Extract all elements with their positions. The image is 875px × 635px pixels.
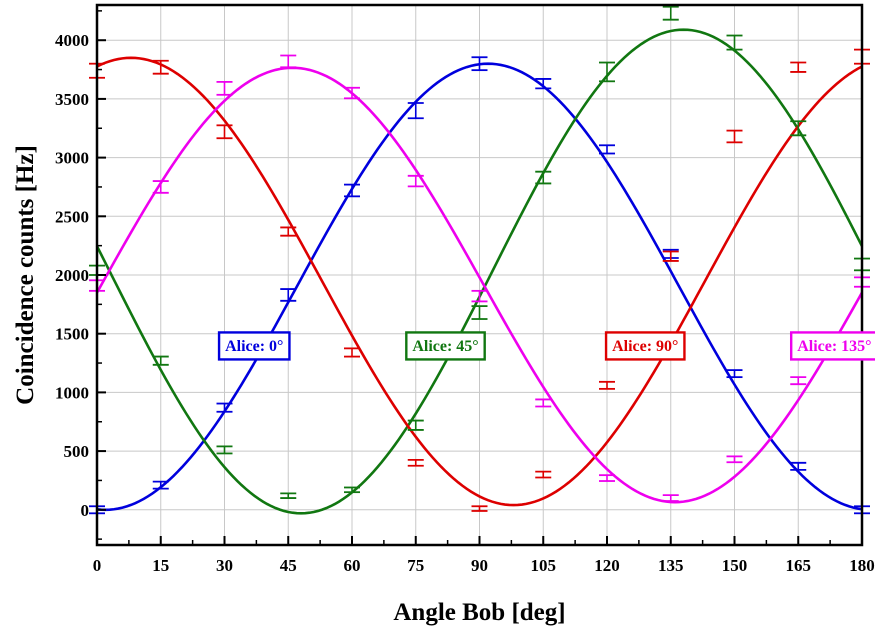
y-tick-label: 2000 <box>55 266 89 285</box>
error-bar <box>471 289 488 303</box>
y-tick-label: 3500 <box>55 90 89 109</box>
error-bar <box>407 419 424 431</box>
error-bar <box>344 486 360 494</box>
error-bar <box>152 180 169 194</box>
error-bar <box>599 144 615 155</box>
error-bar <box>535 78 552 90</box>
error-bar <box>471 305 488 320</box>
error-bar <box>407 174 424 188</box>
series-label: Alice: 0° <box>217 331 291 361</box>
x-tick-label: 150 <box>722 556 748 575</box>
x-tick-label: 165 <box>786 556 812 575</box>
x-tick-label: 135 <box>658 556 684 575</box>
error-bar <box>152 355 169 366</box>
x-tick-label: 180 <box>849 556 875 575</box>
fit-curve <box>96 56 863 507</box>
error-bar <box>280 288 297 302</box>
error-bar <box>216 80 233 96</box>
series-label-box <box>604 331 686 361</box>
y-tick-label: 2500 <box>55 207 89 226</box>
y-tick-label: 1500 <box>55 325 89 344</box>
y-tick-label: 3000 <box>55 149 89 168</box>
x-tick-label: 0 <box>93 556 102 575</box>
error-bar <box>726 369 743 379</box>
error-bar <box>407 458 424 467</box>
error-bar <box>790 120 807 137</box>
y-tick-label: 500 <box>64 442 90 461</box>
error-bar <box>280 54 297 69</box>
error-bar <box>535 470 552 479</box>
error-bar <box>726 34 743 51</box>
error-bar <box>535 398 552 408</box>
error-bar <box>407 102 424 120</box>
error-bar <box>216 124 233 140</box>
x-tick-label: 75 <box>407 556 424 575</box>
error-bar <box>152 59 169 75</box>
error-bar <box>662 250 679 262</box>
error-bar <box>344 183 360 198</box>
error-bar <box>280 492 297 499</box>
series-label-text: Alice: 90° <box>612 338 678 355</box>
y-tick-label: 0 <box>81 501 90 520</box>
error-bar <box>471 505 488 512</box>
error-bar <box>152 480 169 490</box>
x-tick-label: 90 <box>471 556 488 575</box>
x-tick-label: 30 <box>216 556 233 575</box>
error-bar <box>344 86 360 100</box>
y-tick-label: 4000 <box>55 31 89 50</box>
x-axis-title: Angle Bob [deg] <box>393 599 565 626</box>
error-bar <box>471 56 488 72</box>
error-bar <box>662 5 679 21</box>
series-label-text: Alice: 45° <box>412 338 478 355</box>
error-bar <box>216 445 233 455</box>
error-bar <box>790 376 807 386</box>
error-bar <box>280 226 297 237</box>
error-bar <box>535 170 552 185</box>
x-tick-label: 45 <box>280 556 297 575</box>
error-bar <box>790 61 807 73</box>
error-bar <box>599 380 615 390</box>
fit-curve <box>95 66 864 504</box>
series-label: Alice: 135° <box>789 331 875 361</box>
error-bar <box>599 61 615 83</box>
error-bar <box>662 494 679 502</box>
error-bar <box>726 129 743 144</box>
x-tick-label: 105 <box>531 556 557 575</box>
y-tick-label: 1000 <box>55 383 89 402</box>
x-tick-label: 15 <box>152 556 169 575</box>
error-bar <box>599 474 615 482</box>
series-label-text: Alice: 135° <box>797 338 871 355</box>
x-tick-label: 60 <box>344 556 361 575</box>
series-label-box <box>789 331 875 361</box>
error-bar <box>216 402 233 413</box>
error-bar <box>790 461 807 471</box>
series-label-box <box>217 331 291 361</box>
series-label: Alice: 45° <box>405 331 486 361</box>
error-bar <box>344 347 360 358</box>
x-tick-label: 120 <box>594 556 620 575</box>
error-bar <box>726 455 743 464</box>
y-axis-title: Coincidence counts [Hz] <box>12 145 39 405</box>
series-labels: Alice: 0° Alice: 45° Alice: 90° Alice: 135° <box>217 331 875 361</box>
series-label: Alice: 90° <box>604 331 686 361</box>
axis-ticks: 0 15 30 45 60 75 90 105 120 135 150 165 180 0 500 1000 1… <box>55 10 875 575</box>
series-label-box <box>405 331 486 361</box>
series-label-text: Alice: 0° <box>225 338 283 355</box>
